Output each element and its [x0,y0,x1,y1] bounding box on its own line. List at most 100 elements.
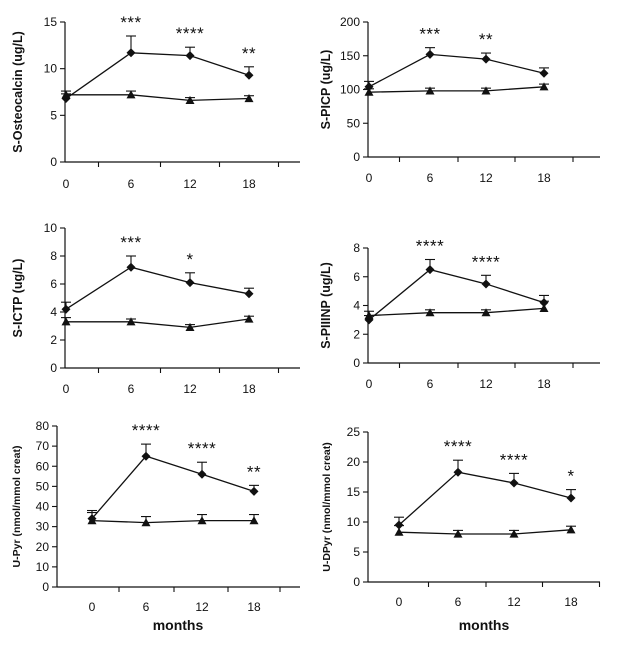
series-triangle-line [398,529,572,535]
y-tick-label: 150 [340,49,360,63]
data-point-diamond [185,278,195,288]
chart-panel-6: 0 5 10 15 20 25 0 6 12 18 U-DPyr (nmol/mmol creat)… [321,425,601,633]
y-tick-label: 25 [347,425,361,439]
y-tick-label: 20 [36,540,50,554]
data-point-diamond [249,486,259,496]
x-axis-label: months [153,617,204,633]
y-axis-label: S-Osteocalcin (ug/L) [11,31,25,153]
data-point-diamond [539,68,549,78]
series-diamond-line [398,471,572,526]
y-tick-label: 5 [50,108,57,122]
significance-annotation: **** [500,450,528,469]
y-tick-label: 200 [340,15,360,29]
data-point-triangle [244,314,254,323]
x-tick-label: 12 [195,600,209,614]
series-triangle-line [368,86,545,93]
data-point-triangle [61,90,71,99]
x-tick-label: 6 [128,177,135,191]
significance-annotation: **** [444,437,472,456]
y-tick-label: 0 [353,150,360,164]
y-tick-label: 100 [340,83,360,97]
y-axis-label: S-PIIINP (ug/L) [319,262,333,349]
data-point-triangle [481,308,491,317]
data-point-diamond [126,48,136,58]
data-point-triangle [141,518,151,527]
x-tick-label: 18 [247,600,261,614]
y-tick-label: 0 [50,361,57,375]
data-point-triangle [364,311,374,320]
data-point-triangle [364,87,374,96]
y-axis-label: U-Pyr (nmol/mmol creat) [11,446,23,568]
series-diamond-line [65,266,250,310]
x-tick-label: 12 [479,377,493,391]
x-axis-label: months [459,617,510,633]
data-point-triangle [539,303,549,312]
y-tick-label: 10 [347,515,361,529]
series-diamond-line [91,455,255,520]
significance-annotation: * [186,250,193,269]
y-tick-label: 40 [36,500,50,514]
data-point-triangle [61,317,71,326]
y-tick-label: 8 [50,249,57,263]
data-point-triangle [566,525,576,534]
data-point-triangle [425,308,435,317]
x-tick-label: 18 [537,377,551,391]
data-point-triangle [126,90,136,99]
data-point-triangle [197,516,207,525]
y-tick-label: 60 [36,459,50,473]
x-tick-label: 6 [455,595,462,609]
y-tick-label: 0 [353,356,360,370]
y-tick-label: 2 [50,333,57,347]
x-tick-label: 0 [366,377,373,391]
y-tick-label: 10 [44,62,58,76]
significance-annotation: *** [419,25,440,44]
data-point-triangle [394,527,404,536]
data-point-triangle [126,317,136,326]
series-triangle-line [91,519,254,524]
data-point-diamond [481,279,491,289]
x-tick-label: 6 [143,600,150,614]
x-tick-label: 0 [366,171,373,185]
data-point-diamond [453,467,463,477]
data-point-diamond [481,54,491,64]
x-tick-label: 18 [242,177,256,191]
data-point-diamond [394,520,404,530]
significance-annotation: * [567,467,574,486]
y-tick-label: 5 [353,545,360,559]
y-tick-label: 0 [50,155,57,169]
y-axis-label: S-PICP (ug/L) [319,50,333,130]
y-tick-label: 8 [353,241,360,255]
y-tick-label: 6 [353,270,360,284]
y-tick-label: 0 [353,575,360,589]
x-tick-label: 0 [89,600,96,614]
significance-annotation: *** [120,233,141,252]
y-tick-label: 70 [36,439,50,453]
data-point-triangle [453,529,463,538]
significance-annotation: *** [120,13,141,32]
y-tick-label: 10 [44,221,58,235]
y-tick-label: 2 [353,327,360,341]
significance-annotation: **** [188,439,216,458]
series-triangle-line [66,318,250,329]
data-point-triangle [539,82,549,91]
data-point-triangle [87,516,97,525]
data-point-triangle [509,529,519,538]
y-axis-label: U-DPyr (nmol/mmol creat) [321,442,333,572]
x-tick-label: 12 [479,171,493,185]
significance-annotation: **** [416,237,444,256]
data-point-diamond [197,469,207,479]
data-point-diamond [244,289,254,299]
data-point-diamond [425,49,435,59]
x-tick-label: 18 [242,382,256,396]
data-point-diamond [126,262,136,272]
y-tick-label: 10 [36,560,50,574]
y-tick-label: 6 [50,277,57,291]
x-tick-label: 0 [63,382,70,396]
x-tick-label: 0 [396,595,403,609]
series-triangle-line [66,94,250,102]
x-tick-label: 6 [427,171,434,185]
significance-annotation: **** [176,24,204,43]
